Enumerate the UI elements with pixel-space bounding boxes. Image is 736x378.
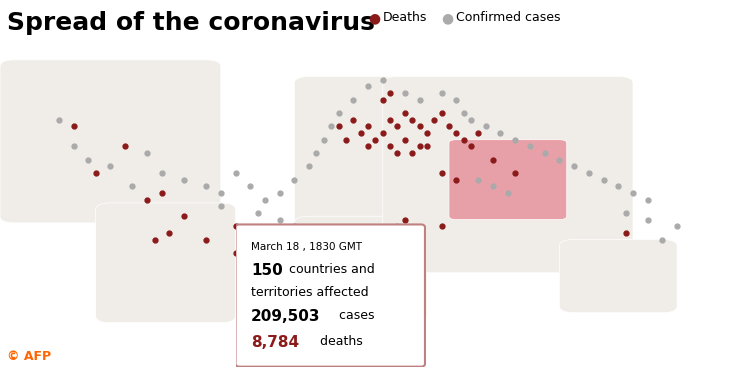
Text: territories affected: territories affected [251, 286, 369, 299]
Text: Spread of the coronavirus: Spread of the coronavirus [7, 11, 375, 35]
FancyBboxPatch shape [383, 76, 633, 273]
Text: ●: ● [442, 11, 453, 25]
FancyBboxPatch shape [0, 60, 221, 223]
Text: ●: ● [368, 11, 380, 25]
Text: countries and: countries and [286, 263, 375, 276]
FancyBboxPatch shape [449, 140, 567, 220]
Text: Deaths: Deaths [383, 11, 427, 24]
Text: deaths: deaths [316, 335, 363, 348]
Text: Confirmed cases: Confirmed cases [456, 11, 561, 24]
FancyBboxPatch shape [559, 240, 677, 313]
Text: 209,503: 209,503 [251, 309, 320, 324]
FancyBboxPatch shape [294, 76, 412, 240]
Text: March 18 , 1830 GMT: March 18 , 1830 GMT [251, 242, 362, 252]
Text: 8,784: 8,784 [251, 335, 299, 350]
Text: 150: 150 [251, 263, 283, 278]
FancyBboxPatch shape [294, 216, 427, 323]
FancyBboxPatch shape [236, 225, 425, 367]
Text: cases: cases [335, 309, 375, 322]
Text: © AFP: © AFP [7, 350, 52, 363]
FancyBboxPatch shape [96, 203, 236, 323]
